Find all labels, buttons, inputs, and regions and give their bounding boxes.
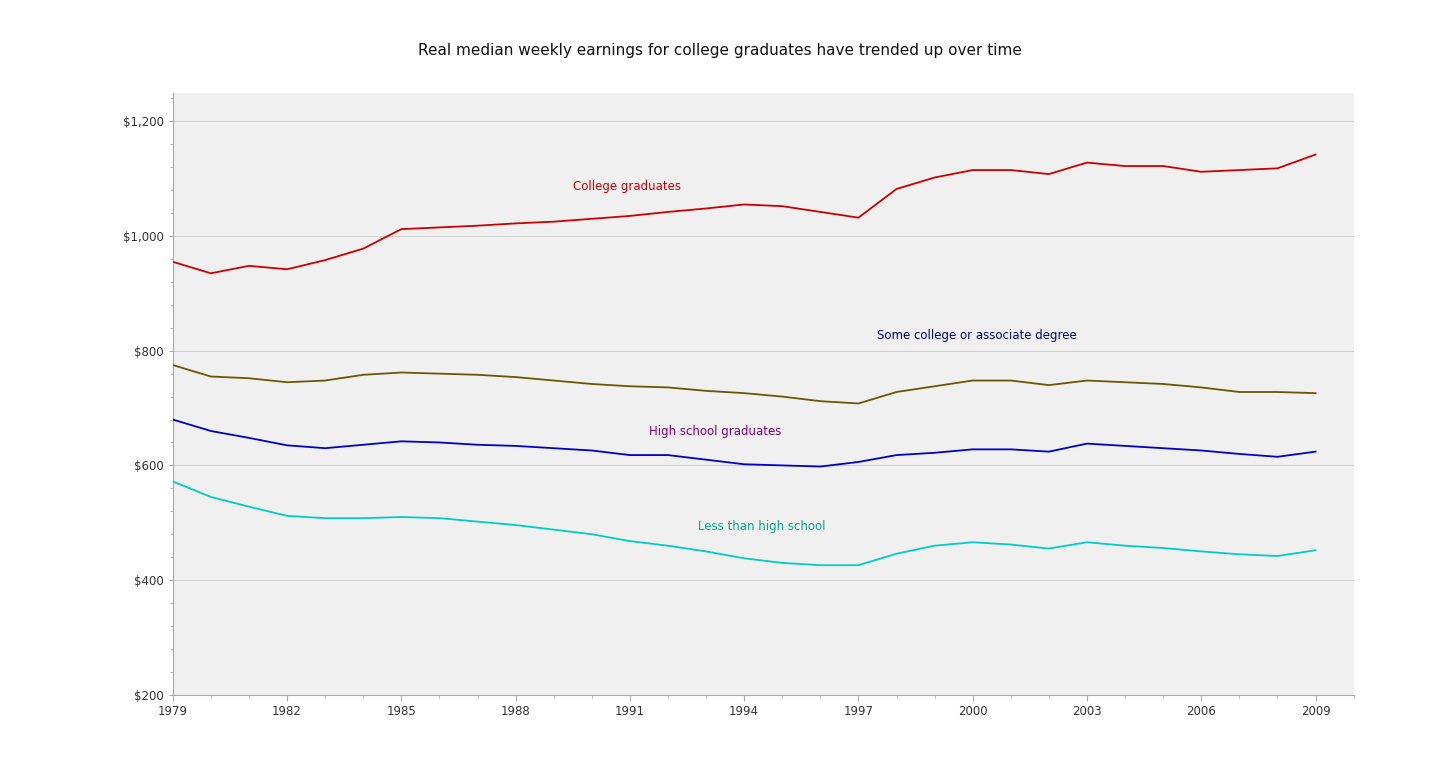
Text: College graduates: College graduates (573, 180, 681, 193)
Text: High school graduates: High school graduates (649, 425, 782, 438)
Text: Real median weekly earnings for college graduates have trended up over time: Real median weekly earnings for college … (418, 42, 1022, 58)
Text: Some college or associate degree: Some college or associate degree (877, 329, 1077, 342)
Text: Less than high school: Less than high school (698, 520, 827, 533)
